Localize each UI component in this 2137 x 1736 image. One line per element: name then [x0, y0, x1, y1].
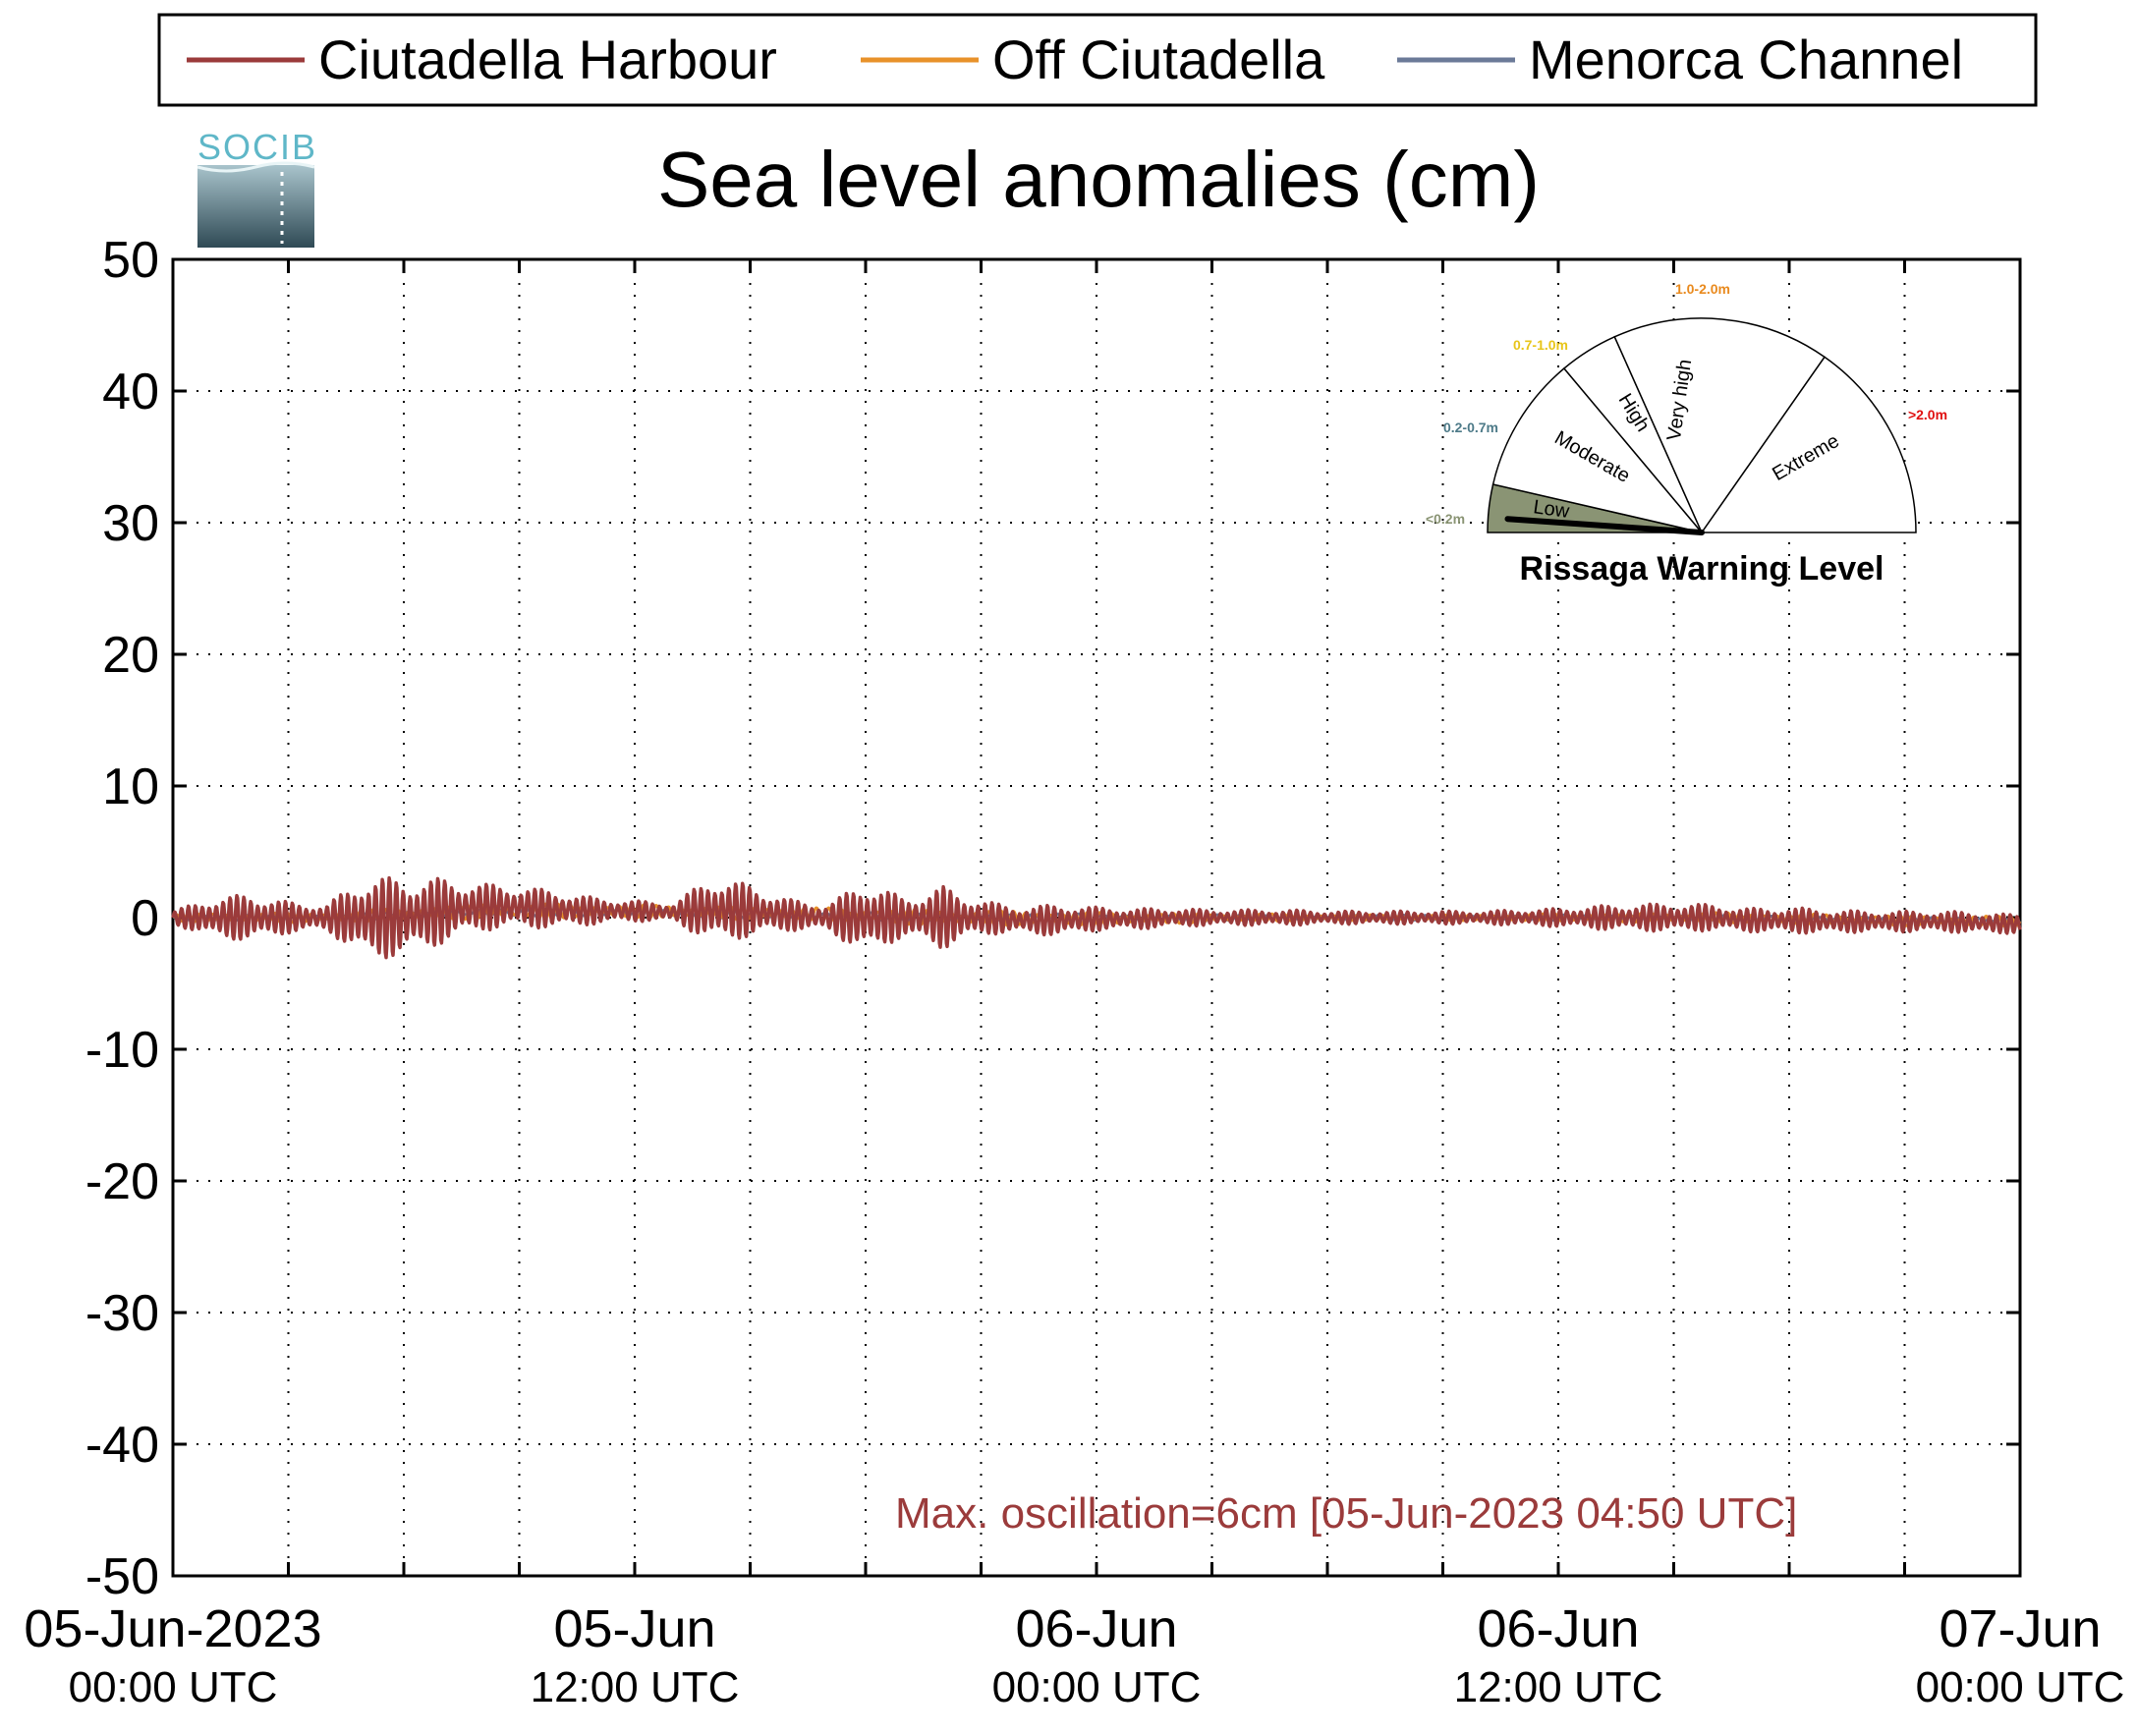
logo-wave [197, 161, 315, 173]
y-tick-label: 50 [102, 232, 159, 289]
gauge-range-extreme: >2.0m [1908, 407, 1947, 422]
x-tick-label-date: 07-Jun [1939, 1599, 2101, 1658]
y-tick-label: -20 [85, 1153, 159, 1210]
x-tick-label-time: 12:00 UTC [531, 1663, 740, 1711]
y-tick-label: 0 [131, 890, 159, 947]
gauge-range-moderate: 0.2-0.7m [1443, 420, 1498, 435]
legend-label-menorca-channel: Menorca Channel [1529, 28, 1963, 90]
series-line-ciutadella-harbour [171, 875, 2022, 960]
gauge-range-low: <0.2m [1426, 511, 1465, 527]
x-tick-label-time: 12:00 UTC [1454, 1663, 1663, 1711]
y-tick-label: 20 [102, 627, 159, 684]
gauge-segment-moderate [1491, 366, 1705, 534]
legend-box [157, 13, 2038, 107]
y-tick-label: -40 [85, 1417, 159, 1474]
x-tick-label-date: 06-Jun [1477, 1599, 1639, 1658]
legend-label-off-ciutadella: Off Ciutadella [992, 28, 1325, 90]
x-tick-label-date: 05-Jun-2023 [24, 1599, 321, 1658]
y-tick-label: -10 [85, 1022, 159, 1079]
series-group [171, 875, 2022, 960]
y-tick-label: -30 [85, 1285, 159, 1342]
gauge-needle [1504, 516, 1705, 535]
legend-label-ciutadella-harbour: Ciutadella Harbour [318, 28, 777, 90]
x-axis: 05-Jun-2023 00:00 UTC 05-Jun 12:00 UTC 06-Ju… [24, 259, 2124, 1711]
x-tick-label-date: 05-Jun [553, 1599, 715, 1658]
y-axis: 50 40 30 20 10 0 -10 -20 -30 -40 -50 [85, 232, 2020, 1605]
max-oscillation-annotation: Max. oscillation=6cm [05-Jun-2023 04:50 … [895, 1489, 1797, 1538]
y-tick-label: -50 [85, 1548, 159, 1605]
gauge-title: Rissaga Warning Level [1520, 550, 1884, 588]
logo-emblem [197, 165, 314, 248]
x-tick-label-time: 00:00 UTC [992, 1663, 1202, 1711]
gauge-range-high: 0.7-1.0m [1513, 337, 1568, 353]
legend: Ciutadella Harbour Off Ciutadella Menorc… [157, 13, 2038, 107]
gauge-segment-extreme [1700, 356, 1917, 533]
x-tick-label-time: 00:00 UTC [69, 1663, 278, 1711]
gauge-segment-very-high [1613, 317, 1827, 534]
chart-title: Sea level anomalies (cm) [657, 136, 1540, 223]
gauge-range-very-high: 1.0-2.0m [1675, 281, 1730, 297]
y-tick-label: 30 [102, 495, 159, 552]
socib-logo: SOCIB [197, 127, 317, 248]
x-tick-label-time: 00:00 UTC [1916, 1663, 2125, 1711]
y-tick-label: 10 [102, 758, 159, 815]
x-tick-label-date: 06-Jun [1015, 1599, 1177, 1658]
logo-text: SOCIB [197, 127, 317, 167]
y-tick-label: 40 [102, 364, 159, 420]
